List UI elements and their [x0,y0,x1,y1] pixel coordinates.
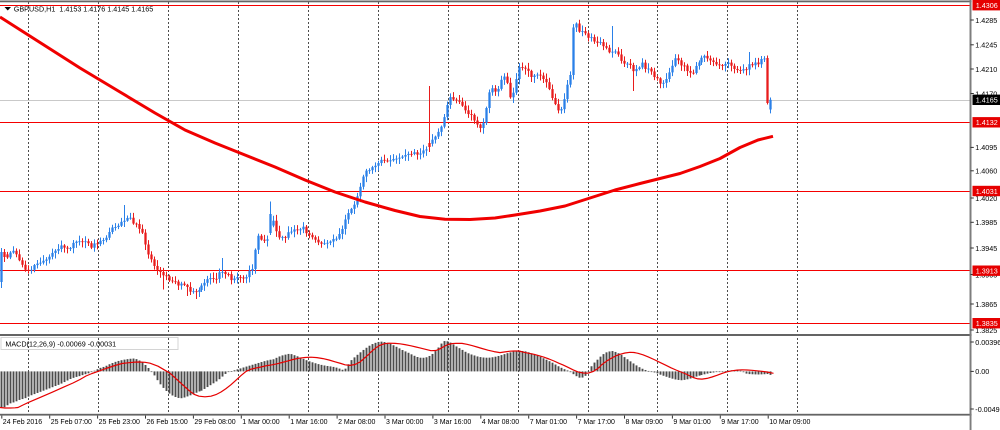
svg-text:1.4285: 1.4285 [975,16,997,25]
svg-text:0.00: 0.00 [975,367,989,376]
svg-text:1.3865: 1.3865 [975,300,997,309]
svg-text:29 Feb 08:00: 29 Feb 08:00 [194,419,235,426]
svg-text:1 Mar 16:00: 1 Mar 16:00 [290,419,327,426]
svg-text:7 Mar 01:00: 7 Mar 01:00 [530,419,567,426]
svg-text:1.3913: 1.3913 [976,267,998,276]
svg-text:1 Mar 00:00: 1 Mar 00:00 [242,419,279,426]
svg-text:1.3985: 1.3985 [975,218,997,227]
svg-text:1.4165: 1.4165 [976,96,998,105]
svg-text:10 Mar 09:00: 10 Mar 09:00 [769,419,810,426]
svg-text:1.4020: 1.4020 [975,194,997,203]
svg-text:0.00396: 0.00396 [975,338,1000,347]
svg-text:9 Mar 01:00: 9 Mar 01:00 [673,419,710,426]
svg-text:GBPUSD,H1 1.4153 1.4176 1.414: GBPUSD,H1 1.4153 1.4176 1.4145 1.4165 [14,5,153,14]
svg-text:4 Mar 08:00: 4 Mar 08:00 [482,419,519,426]
svg-text:9 Mar 17:00: 9 Mar 17:00 [721,419,758,426]
svg-text:1.3825: 1.3825 [975,326,997,335]
svg-text:26 Feb 15:00: 26 Feb 15:00 [147,419,188,426]
svg-text:2 Mar 08:00: 2 Mar 08:00 [338,419,375,426]
svg-text:7 Mar 17:00: 7 Mar 17:00 [578,419,615,426]
svg-text:1.3945: 1.3945 [975,244,997,253]
svg-text:MACD(12,26,9) -0.00069 -0.0003: MACD(12,26,9) -0.00069 -0.00031 [5,340,116,349]
svg-text:1.4031: 1.4031 [976,187,998,196]
svg-text:1.4132: 1.4132 [976,118,998,127]
svg-text:25 Feb 07:00: 25 Feb 07:00 [51,419,92,426]
svg-text:1.4210: 1.4210 [975,65,997,74]
svg-text:8 Mar 09:00: 8 Mar 09:00 [626,419,663,426]
svg-text:25 Feb 23:00: 25 Feb 23:00 [99,419,140,426]
svg-text:3 Mar 16:00: 3 Mar 16:00 [434,419,471,426]
svg-text:1.4060: 1.4060 [975,167,997,176]
svg-text:1.4170: 1.4170 [975,89,997,98]
svg-text:24 Feb 2016: 24 Feb 2016 [3,419,42,426]
svg-text:3 Mar 00:00: 3 Mar 00:00 [386,419,423,426]
svg-text:1.3835: 1.3835 [976,319,998,328]
svg-text:1.4095: 1.4095 [975,143,997,152]
svg-text:-0.0049: -0.0049 [975,405,999,414]
svg-text:1.4245: 1.4245 [975,41,997,50]
svg-text:1.4306: 1.4306 [976,1,998,10]
